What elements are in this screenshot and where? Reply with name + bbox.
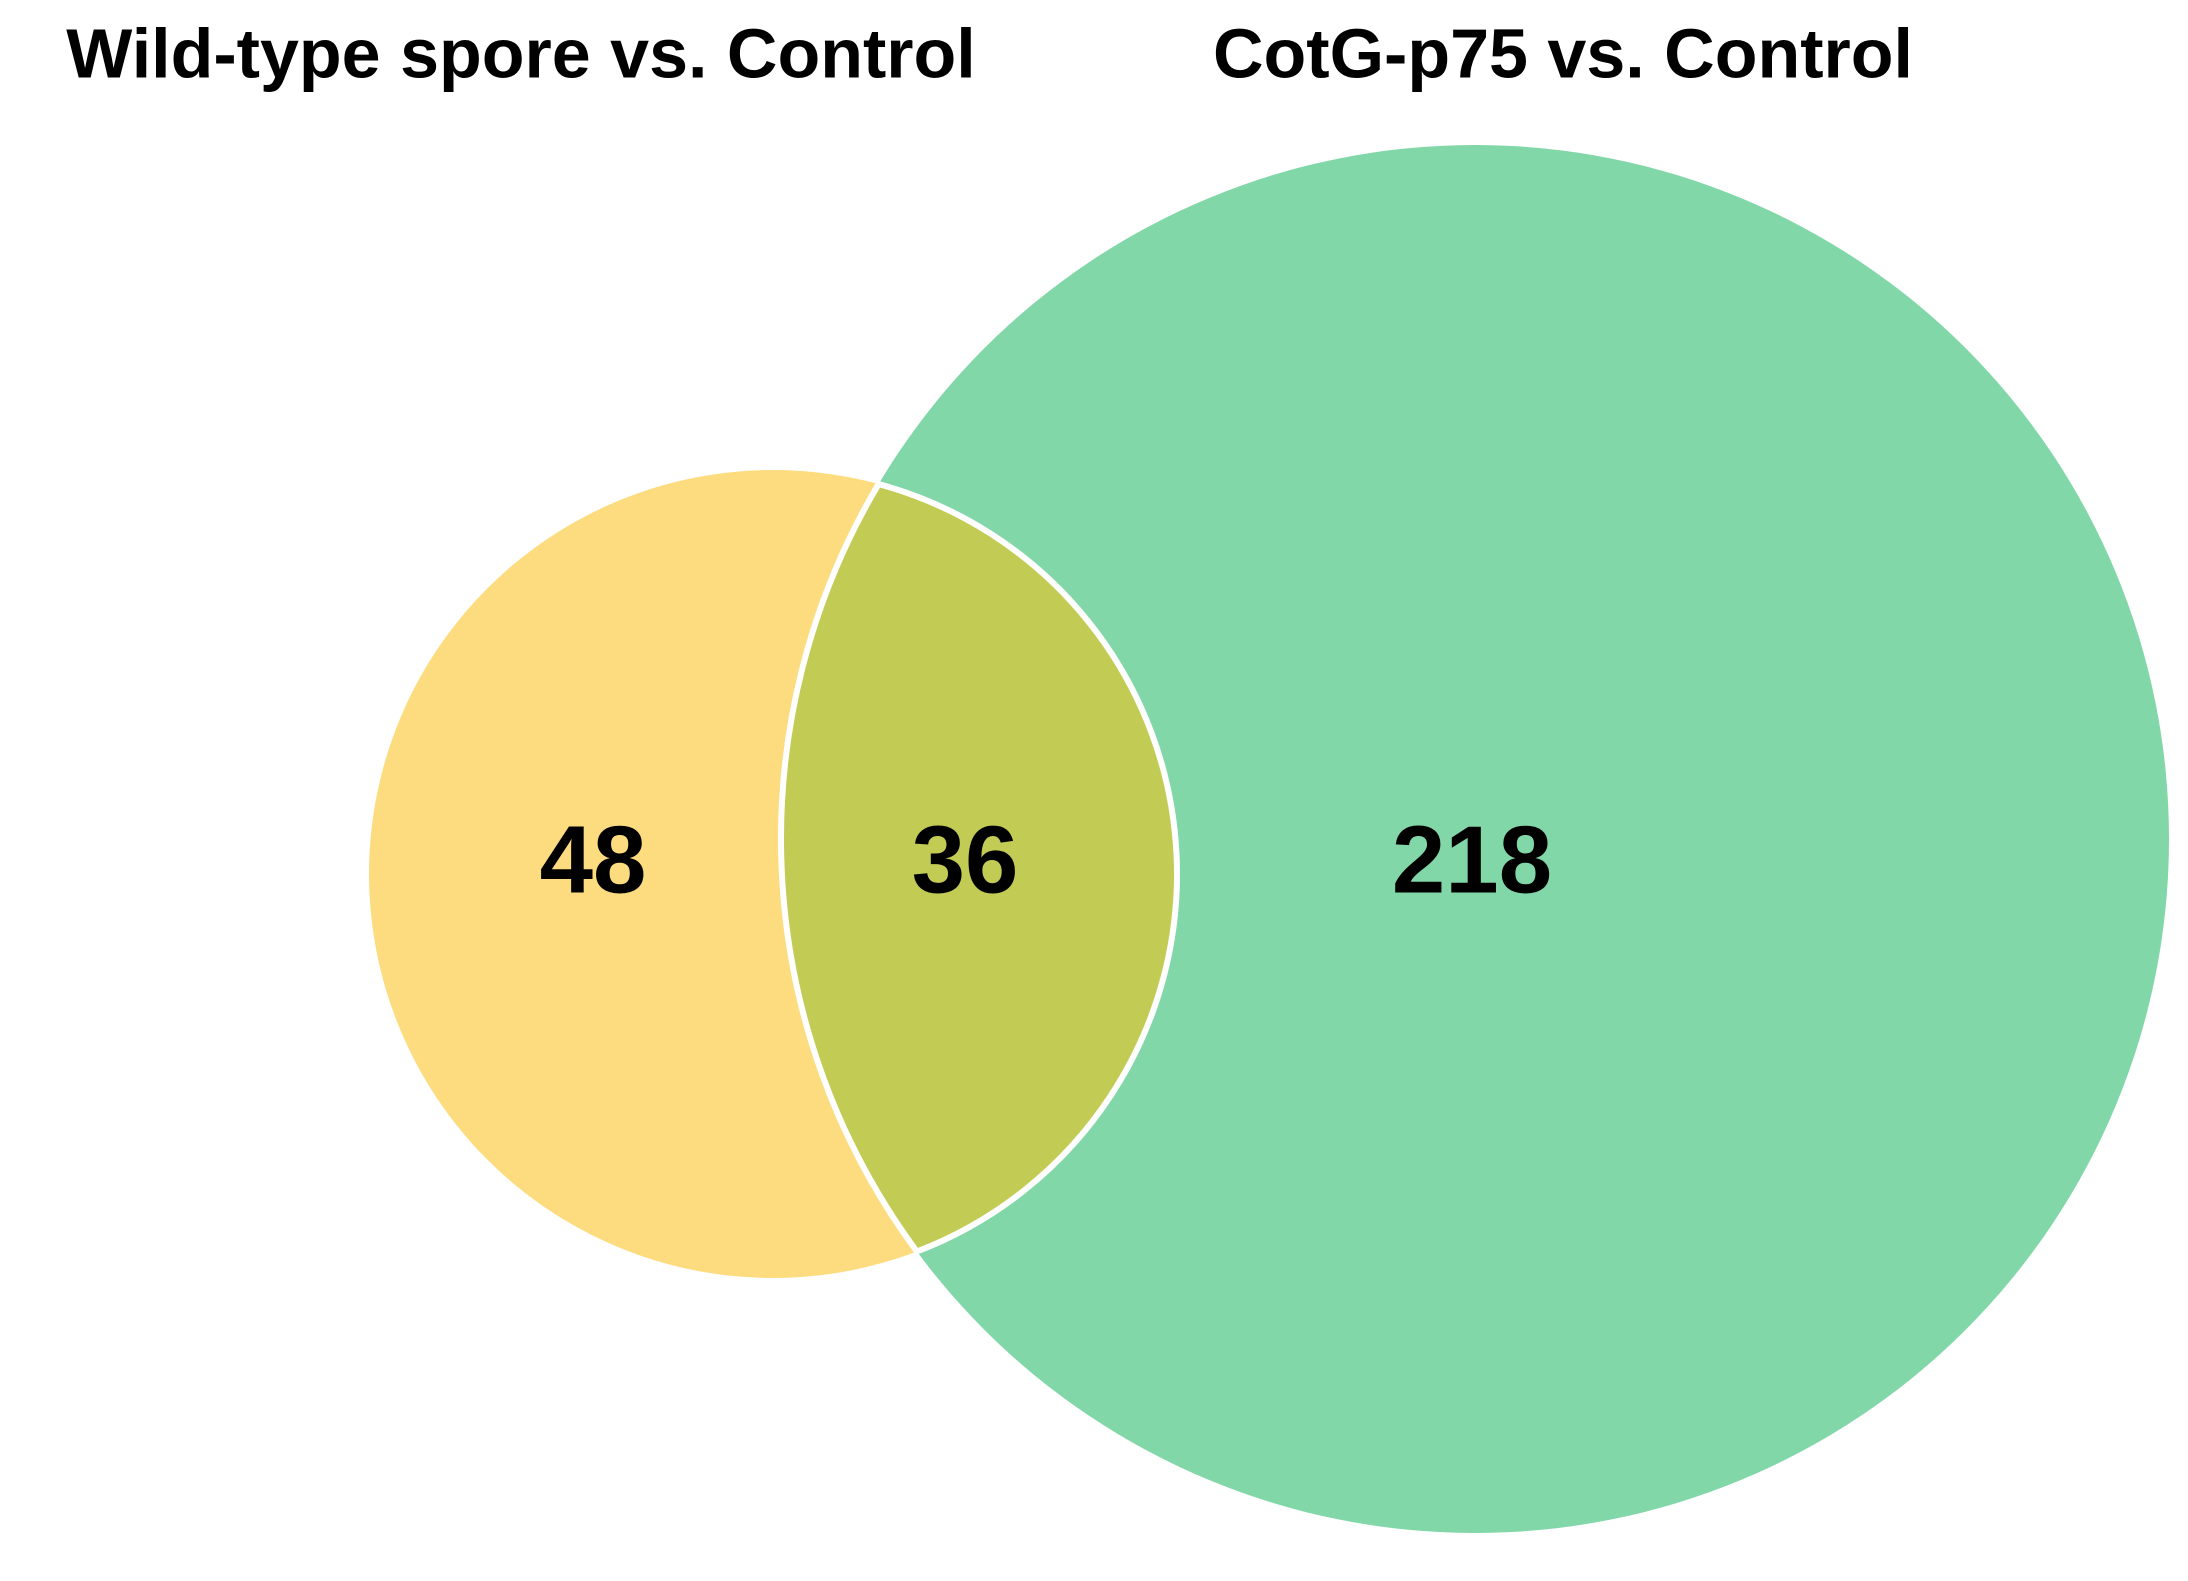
set-title: CotG-p75 vs. Control [1213, 14, 1913, 92]
region-label: 36 [912, 806, 1019, 913]
intersection [778, 480, 1180, 1256]
region-label: 48 [540, 806, 647, 913]
set-title: Wild-type spore vs. Control [66, 14, 975, 92]
set-circle [781, 145, 2169, 1533]
region-label: 218 [1392, 806, 1552, 913]
